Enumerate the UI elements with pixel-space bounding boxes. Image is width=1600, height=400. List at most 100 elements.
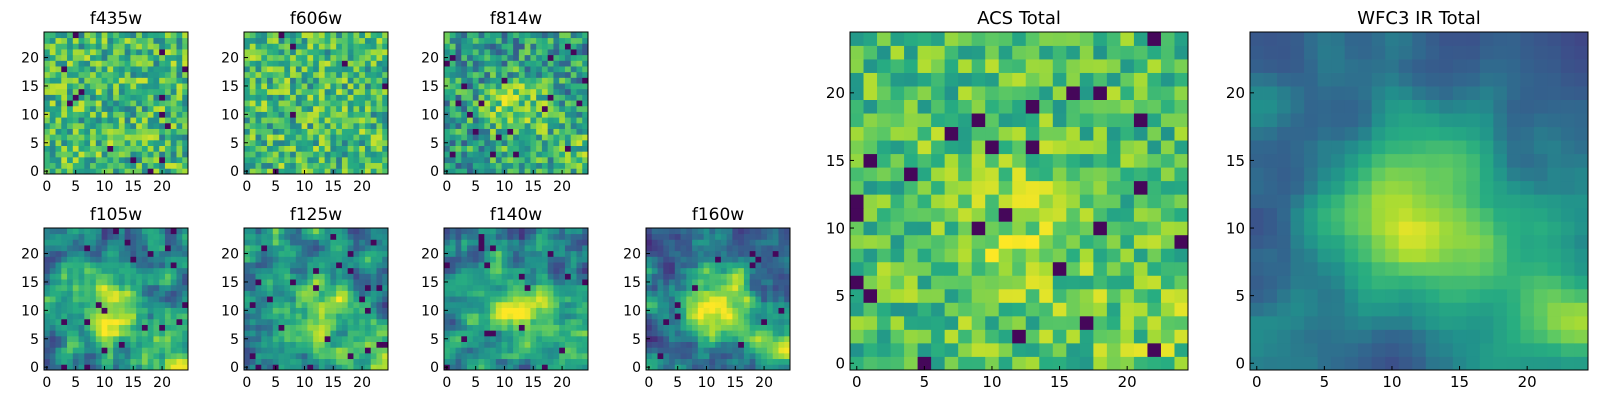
- heatmap-cell: [518, 139, 526, 146]
- heatmap-cell: [461, 301, 468, 308]
- heatmap-cell: [307, 32, 314, 39]
- heatmap-cell: [318, 49, 326, 56]
- heatmap-cell: [1093, 153, 1108, 168]
- heatmap-cell: [478, 341, 485, 348]
- heatmap-cell: [738, 273, 745, 280]
- heatmap-cell: [686, 256, 693, 263]
- heatmap-cell: [720, 228, 728, 235]
- heatmap-cell: [697, 341, 704, 348]
- heatmap-cell: [78, 88, 85, 95]
- heatmap-cell: [1012, 302, 1027, 317]
- heatmap-cell: [113, 273, 120, 280]
- heatmap-cell: [582, 71, 589, 78]
- heatmap-cell: [364, 71, 372, 78]
- heatmap-cell: [278, 54, 285, 61]
- heatmap-cell: [55, 273, 62, 280]
- heatmap-cell: [136, 168, 143, 175]
- heatmap-cell: [90, 267, 97, 274]
- heatmap-cell: [318, 134, 326, 141]
- heatmap-cell: [136, 43, 143, 50]
- heatmap-cell: [455, 324, 462, 331]
- y-tick-label: 10: [221, 303, 239, 319]
- heatmap-cell: [582, 228, 589, 235]
- heatmap-cell: [267, 358, 274, 365]
- heatmap-cell: [295, 347, 302, 354]
- heatmap-cell: [778, 256, 785, 263]
- heatmap-cell: [755, 324, 762, 331]
- heatmap-cell: [761, 273, 768, 280]
- heatmap-cell: [130, 37, 137, 44]
- heatmap-cell: [1147, 194, 1162, 209]
- heatmap-cell: [141, 301, 149, 308]
- heatmap-cell: [570, 290, 577, 297]
- heatmap-cell: [255, 151, 262, 158]
- heatmap-cell: [176, 139, 183, 146]
- heatmap-cell: [301, 49, 308, 56]
- heatmap-cell: [318, 352, 326, 360]
- heatmap-cell: [84, 273, 91, 280]
- heatmap-cell: [255, 168, 262, 175]
- heatmap-cell: [559, 43, 566, 50]
- heatmap-cell: [107, 71, 114, 78]
- heatmap-cell: [553, 111, 560, 118]
- heatmap-cell: [484, 162, 491, 169]
- heatmap-cell: [182, 88, 189, 95]
- heatmap-cell: [261, 37, 268, 44]
- heatmap-cell: [715, 284, 722, 291]
- heatmap-cell: [449, 151, 456, 158]
- heatmap-cell: [244, 301, 251, 308]
- heatmap-cell: [336, 279, 343, 286]
- heatmap-cell: [67, 88, 74, 95]
- heatmap-cell: [507, 168, 514, 175]
- heatmap-cell: [524, 37, 531, 44]
- heatmap-cell: [547, 296, 554, 303]
- heatmap-cell: [370, 262, 377, 269]
- heatmap-cell: [541, 233, 549, 240]
- heatmap-cell: [67, 296, 74, 303]
- heatmap-cell: [67, 100, 74, 107]
- heatmap-cell: [732, 290, 739, 297]
- heatmap-cell: [743, 330, 751, 337]
- heatmap-cell: [680, 262, 687, 269]
- heatmap-cell: [278, 330, 285, 337]
- heatmap-cell: [101, 352, 108, 360]
- heatmap-cell: [55, 49, 62, 56]
- heatmap-cell: [761, 228, 768, 235]
- heatmap-cell: [513, 49, 520, 56]
- heatmap-cell: [261, 324, 268, 331]
- heatmap-cell: [709, 364, 716, 371]
- heatmap-cell: [651, 279, 658, 286]
- heatmap-cell: [78, 330, 85, 337]
- heatmap-cell: [720, 256, 728, 263]
- heatmap-cell: [84, 228, 91, 235]
- heatmap-cell: [290, 105, 297, 112]
- heatmap-cell: [1093, 302, 1108, 317]
- heatmap-cell: [295, 94, 302, 101]
- heatmap-cell: [330, 37, 337, 44]
- heatmap-cell: [1012, 315, 1027, 330]
- heatmap-cell: [147, 318, 154, 325]
- heatmap-cell: [530, 296, 537, 303]
- heatmap-cell: [364, 335, 372, 342]
- heatmap-cell: [490, 66, 497, 73]
- heatmap-cell: [703, 256, 710, 263]
- heatmap-cell: [518, 117, 526, 124]
- heatmap-cell: [307, 318, 314, 325]
- heatmap-cell: [570, 250, 577, 257]
- heatmap-cell: [44, 145, 51, 152]
- heatmap-cell: [244, 324, 251, 331]
- heatmap-cell: [1012, 167, 1027, 182]
- heatmap-cell: [663, 239, 670, 246]
- heatmap-cell: [547, 273, 554, 280]
- heatmap-cell: [159, 77, 166, 84]
- heatmap-cell: [547, 352, 554, 360]
- heatmap-cell: [78, 233, 85, 240]
- heatmap-cell: [663, 364, 670, 371]
- heatmap-cell: [49, 111, 56, 118]
- heatmap-cell: [686, 347, 693, 354]
- heatmap-cell: [680, 364, 687, 371]
- heatmap-cell: [272, 318, 279, 325]
- heatmap-cell: [147, 111, 154, 118]
- heatmap-cell: [313, 256, 320, 263]
- heatmap-cell: [313, 43, 320, 50]
